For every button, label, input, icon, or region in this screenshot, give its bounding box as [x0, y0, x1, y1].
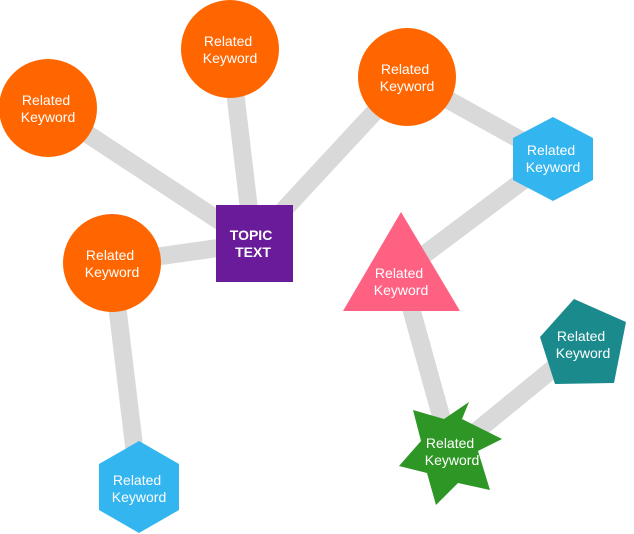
keyword-node-top-center[interactable]: Related Keyword [181, 0, 279, 98]
keyword-node-top-right[interactable]: Related Keyword [358, 28, 456, 126]
keyword-node-triangle[interactable]: Related Keyword [343, 212, 460, 311]
node-label-line2: Keyword [380, 78, 434, 94]
orange-circle [181, 0, 279, 98]
topic-label-line2: TEXT [235, 244, 271, 260]
keyword-node-hexagon-right[interactable]: Related Keyword [513, 117, 593, 201]
svg-text:Related Keyword: Related Keyword [380, 61, 434, 94]
topic-node[interactable]: TOPIC TEXT [216, 205, 293, 282]
green-star [399, 402, 502, 505]
blue-hexagon [513, 117, 593, 201]
svg-text:TOPIC TEXT: TOPIC TEXT [230, 227, 276, 260]
keyword-node-pentagon[interactable]: Related Keyword [540, 299, 626, 384]
node-label-line1: Related [113, 472, 161, 488]
topic-square [216, 205, 293, 282]
keyword-node-star[interactable]: Related Keyword [399, 402, 502, 505]
svg-text:Related Keyword: Related Keyword [374, 265, 428, 298]
node-label-line2: Keyword [556, 345, 610, 361]
node-label-line2: Keyword [526, 159, 580, 175]
node-label-line2: Keyword [21, 109, 75, 125]
blue-hexagon [99, 441, 179, 533]
node-label-line1: Related [22, 92, 70, 108]
node-label-line1: Related [426, 435, 474, 451]
topic-label-line1: TOPIC [230, 227, 273, 243]
node-label-line2: Keyword [203, 50, 257, 66]
orange-circle [63, 214, 161, 312]
orange-circle [0, 59, 97, 157]
svg-text:Related Keyword: Related Keyword [203, 33, 257, 66]
node-label-line2: Keyword [112, 489, 166, 505]
pink-triangle [343, 212, 460, 311]
svg-text:Related Keyword: Related Keyword [112, 472, 166, 505]
node-label-line1: Related [204, 33, 252, 49]
node-label-line2: Keyword [425, 452, 479, 468]
keyword-node-mid-left[interactable]: Related Keyword [63, 214, 161, 312]
node-label-line1: Related [557, 328, 605, 344]
node-label-line1: Related [375, 265, 423, 281]
node-label-line2: Keyword [374, 282, 428, 298]
svg-text:Related Keyword: Related Keyword [85, 247, 139, 280]
svg-text:Related Keyword: Related Keyword [526, 142, 580, 175]
node-label-line1: Related [86, 247, 134, 263]
keyword-node-top-left[interactable]: Related Keyword [0, 59, 97, 157]
node-label-line1: Related [527, 142, 575, 158]
orange-circle [358, 28, 456, 126]
teal-pentagon [540, 299, 626, 384]
node-label-line1: Related [381, 61, 429, 77]
svg-text:Related Keyword: Related Keyword [556, 328, 610, 361]
svg-text:Related Keyword: Related Keyword [21, 92, 75, 125]
node-label-line2: Keyword [85, 264, 139, 280]
svg-text:Related Keyword: Related Keyword [425, 435, 479, 468]
keyword-node-hexagon-bottom[interactable]: Related Keyword [99, 441, 179, 533]
